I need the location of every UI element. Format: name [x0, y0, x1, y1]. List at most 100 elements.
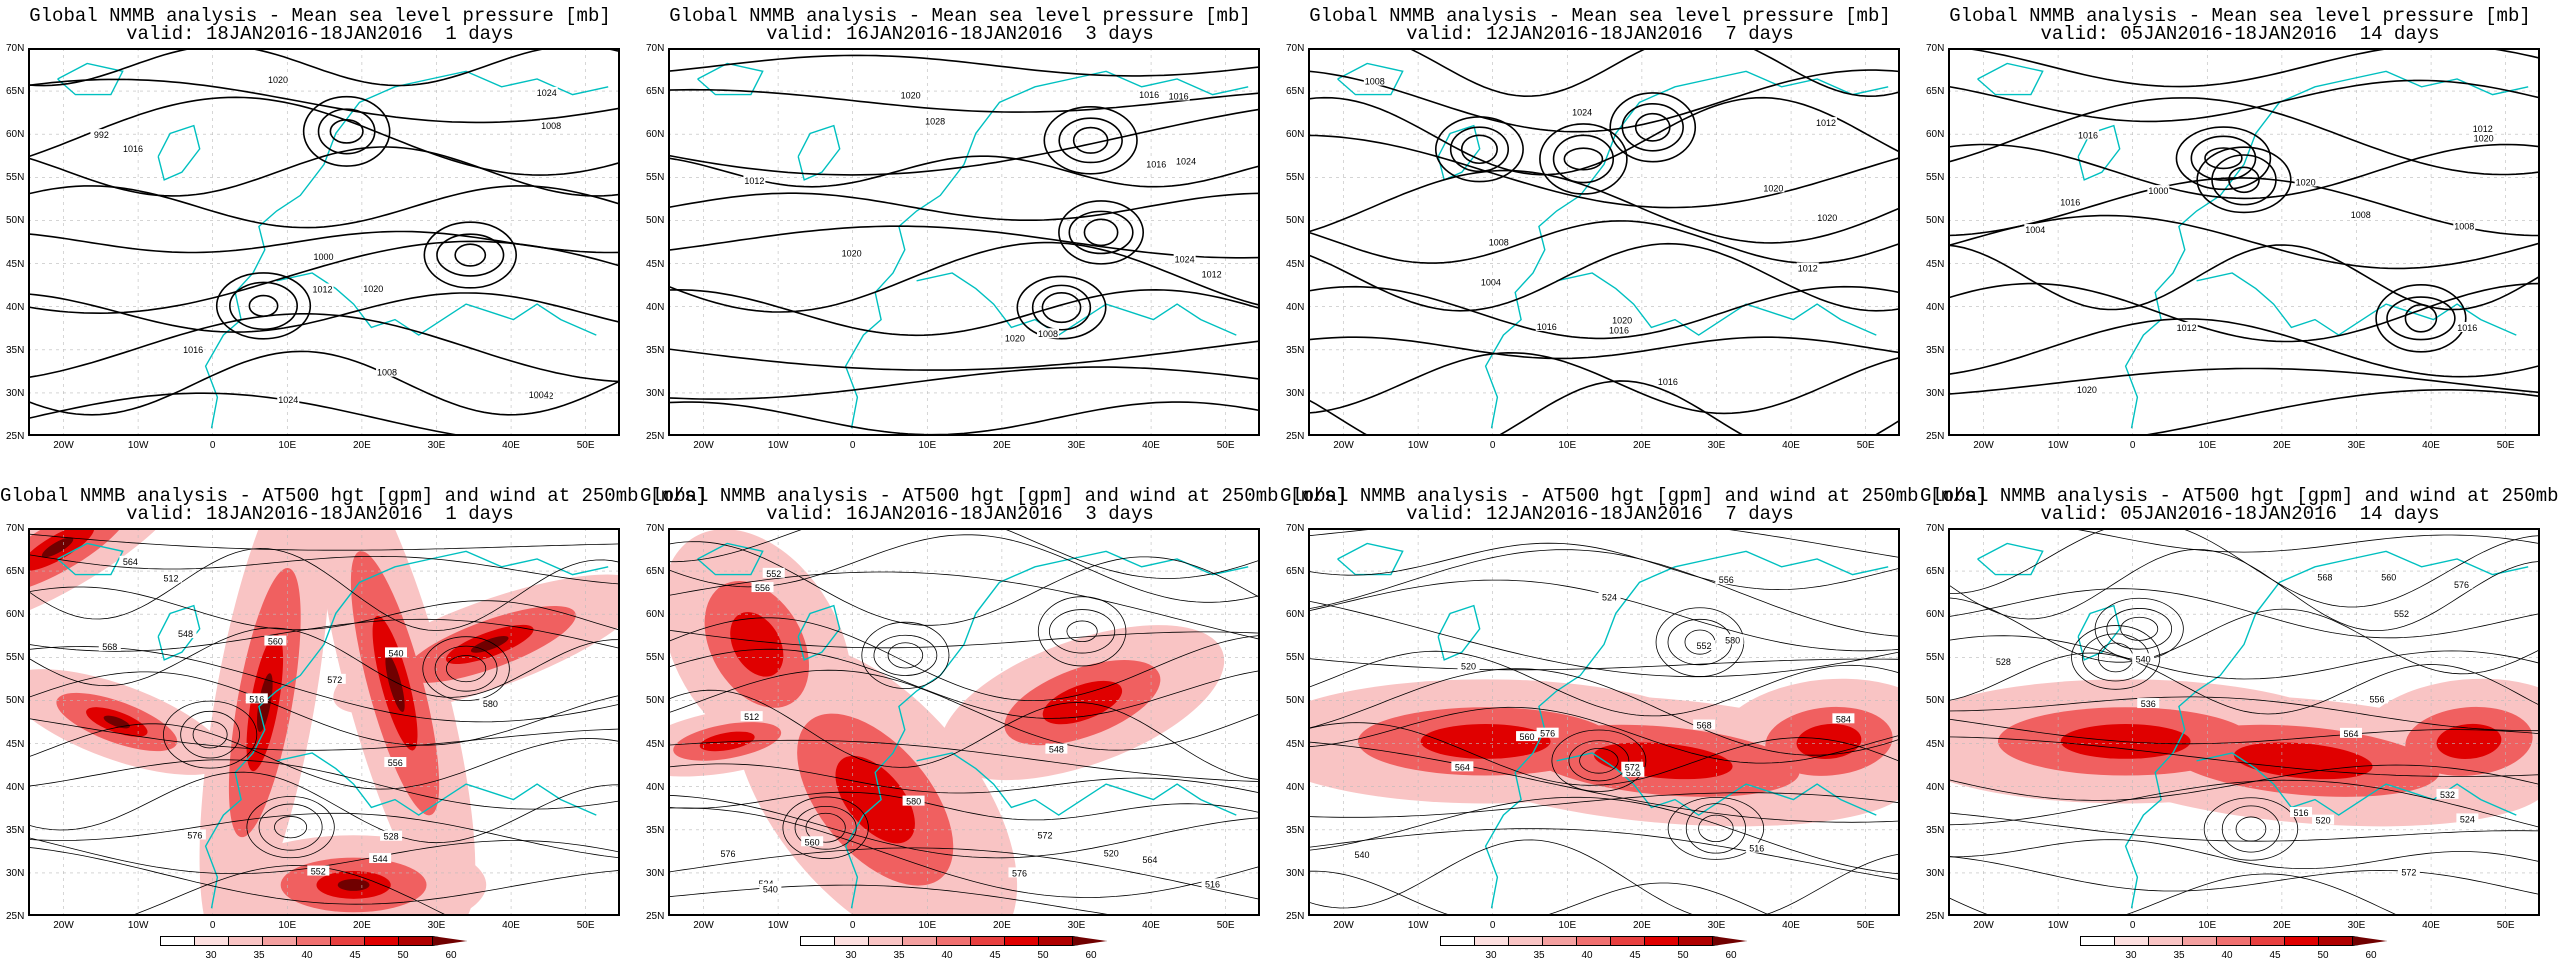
map-panel: Global NMMB analysis - Mean sea level pr… [0, 0, 640, 480]
isoline-loop [436, 233, 505, 277]
latitude-label: 65N [646, 86, 665, 98]
isoline [28, 96, 620, 176]
contour-label-bg [2024, 224, 2047, 235]
contour-label: 1016 [2060, 198, 2080, 208]
isoline [668, 807, 1260, 898]
latitude-label: 30N [6, 867, 25, 879]
latitude-label: 30N [6, 387, 25, 399]
contour-label-bg [380, 830, 403, 841]
isoline [1308, 528, 1900, 558]
colorbar-swatch [262, 936, 297, 946]
longitude-label: 0 [209, 920, 216, 931]
isoline [1308, 134, 1900, 209]
contour-label: 1024 [1176, 157, 1196, 167]
contour-label-bg [264, 635, 287, 646]
contour-label-bg [182, 343, 205, 354]
contour-label-bg [2349, 208, 2372, 219]
latitude-label: 25N [1286, 911, 1305, 922]
isoline-loop [422, 636, 510, 701]
isoline [1308, 792, 1900, 818]
longitude-label: 20E [2272, 440, 2291, 451]
longitude-label: 10W [767, 920, 789, 931]
contour-label-bg [2436, 788, 2459, 799]
contour-label: 1012 [2177, 323, 2197, 333]
contour-label-bg [902, 795, 925, 806]
contour-label: 576 [2454, 580, 2469, 590]
contour-label-bg [1003, 332, 1026, 343]
latitude-label: 25N [646, 431, 665, 442]
isoline [668, 847, 1260, 900]
contour-label-bg [183, 829, 206, 840]
latitude-label: 65N [6, 566, 25, 578]
contour-label-bg [1487, 236, 1510, 247]
contour-label: 540 [1354, 850, 1369, 860]
contour-label-bg [1479, 276, 1502, 287]
colorbar-swatch [194, 936, 229, 946]
isoline [668, 763, 1260, 794]
latitude-label: 60N [6, 129, 25, 141]
contour-label: 580 [483, 699, 498, 709]
longitude-label: 50E [576, 920, 595, 931]
colorbar-swatch [902, 936, 937, 946]
isoline [1948, 873, 2400, 916]
isoline-loop [1031, 284, 1092, 331]
contour-label: 1016 [1139, 90, 1159, 100]
colorbar-swatch [1712, 936, 1747, 946]
map-frame [668, 48, 1260, 436]
contour-label-bg [2472, 132, 2495, 143]
isoline [1308, 658, 1900, 671]
longitude-label: 0 [209, 440, 216, 451]
colorbar-label: 35 [1533, 950, 1545, 961]
isoline [1948, 635, 2540, 680]
contour-label: 572 [327, 675, 342, 685]
longitude-label: 20E [352, 440, 371, 451]
latitude-label: 45N [6, 258, 25, 270]
contour-label-bg [535, 86, 558, 97]
contour-label-bg [1693, 719, 1716, 730]
longitude-label: 20E [992, 920, 1011, 931]
isoline [668, 571, 1260, 640]
panel-title: Global NMMB analysis - Mean sea level pr… [1949, 5, 2531, 27]
contour-label: 1020 [2474, 133, 2494, 143]
coastline [2124, 550, 2529, 909]
contour-label-bg [2076, 129, 2099, 140]
isoline-loop [2404, 304, 2438, 333]
isoline-loop [1049, 609, 1116, 654]
wind-colorbar: 30 35 40 45 50 60 [800, 936, 1140, 961]
contour-label-bg [1138, 88, 1161, 99]
contour-label: 1008 [1038, 329, 1058, 339]
contour-label: 516 [1205, 879, 1220, 889]
contour-label: 1024 [1175, 255, 1195, 265]
colorbar-label: 50 [397, 950, 409, 961]
latitude-label: 65N [6, 86, 25, 98]
longitude-label: 20W [53, 920, 74, 931]
latitude-label: 35N [1286, 824, 1305, 836]
latitude-label: 60N [646, 129, 665, 141]
isoline [668, 241, 1260, 313]
colorbar-label: 40 [2221, 950, 2233, 961]
isoline [28, 759, 620, 810]
isoline [1948, 549, 2540, 631]
contour-label: 560 [1520, 732, 1535, 742]
isoline [668, 401, 1260, 436]
latitude-label: 55N [6, 652, 25, 664]
colorbar-swatch [228, 936, 263, 946]
wind-speed-shading [2436, 723, 2502, 759]
map-frame [1308, 48, 1900, 436]
map-panel: Global NMMB analysis - Mean sea level pr… [640, 0, 1280, 480]
contour-label-bg [2290, 807, 2313, 818]
contour-label-bg [1622, 766, 1645, 777]
coastline [1337, 62, 1404, 96]
latitude-label: 60N [6, 609, 25, 621]
panel-title: Global NMMB analysis - Mean sea level pr… [29, 5, 611, 27]
latitude-label: 25N [6, 431, 25, 442]
contour-label-bg [1200, 268, 1223, 279]
wind-colorbar: 30 35 40 45 50 60 [160, 936, 500, 961]
coastline [697, 62, 764, 96]
colorbar-swatch [398, 936, 433, 946]
isoline [1308, 796, 1900, 875]
isoline-loop [1066, 620, 1098, 643]
isoline-loop [2196, 146, 2292, 214]
isoline-loop [861, 621, 950, 689]
contour-label: 1012 [1202, 269, 1222, 279]
